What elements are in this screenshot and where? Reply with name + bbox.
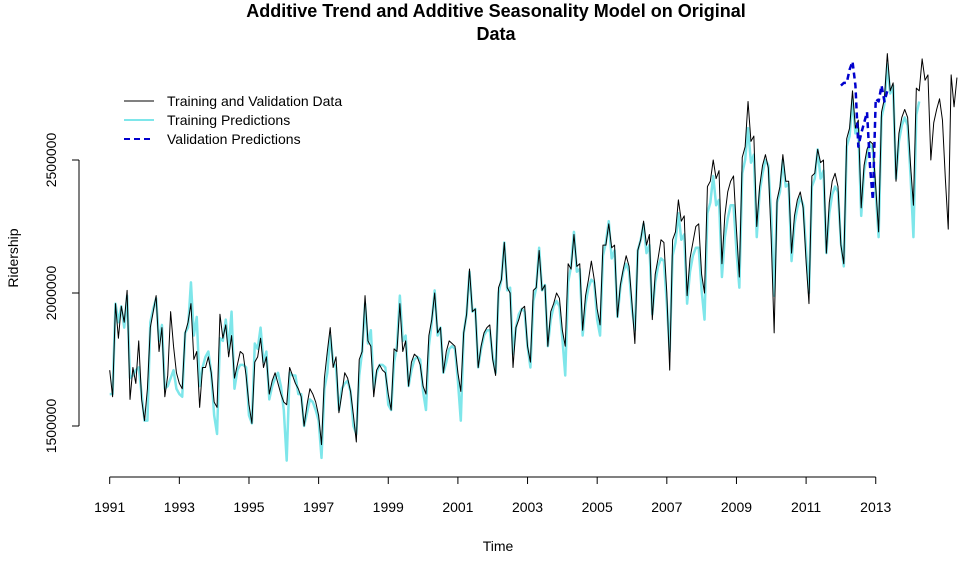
y-tick-label: 1500000: [43, 399, 59, 454]
legend-label-validation-predictions: Validation Predictions: [167, 131, 301, 147]
x-axis-label: Time: [483, 538, 514, 554]
x-tick-label: 2005: [582, 499, 613, 515]
x-axis-ticks: 1991 1993 1995 1997 1999 2001 2003 2005 2007 2009…: [94, 477, 892, 515]
x-tick-label: 1999: [373, 499, 404, 515]
series-line-validation-predictions: [840, 60, 889, 202]
chart-title-line-1: Additive Trend and Additive Seasonality …: [246, 1, 745, 21]
x-tick-label: 1997: [303, 499, 334, 515]
y-tick-label: 2000000: [43, 266, 59, 321]
chart-title-line-2: Data: [476, 24, 516, 44]
x-tick-label: 2001: [442, 499, 473, 515]
y-axis-ticks: 1500000 2000000 2500000: [43, 133, 79, 454]
legend-label-training-predictions: Training Predictions: [167, 112, 290, 128]
x-tick-label: 2007: [651, 499, 682, 515]
x-tick-label: 1995: [233, 499, 264, 515]
series-layer: [109, 53, 958, 462]
series-line-training-and-validation-data: [109, 53, 958, 446]
y-tick-label: 2500000: [43, 133, 59, 188]
x-tick-label: 2011: [791, 499, 821, 515]
x-tick-label: 2013: [860, 499, 891, 515]
x-tick-label: 2003: [512, 499, 543, 515]
x-tick-label: 1991: [94, 499, 125, 515]
legend: Training and Validation Data Training Pr…: [124, 93, 342, 147]
y-axis-label: Ridership: [5, 228, 21, 287]
x-tick-label: 1993: [164, 499, 195, 515]
x-tick-label: 2009: [721, 499, 752, 515]
legend-label-training-validation-data: Training and Validation Data: [167, 93, 342, 109]
